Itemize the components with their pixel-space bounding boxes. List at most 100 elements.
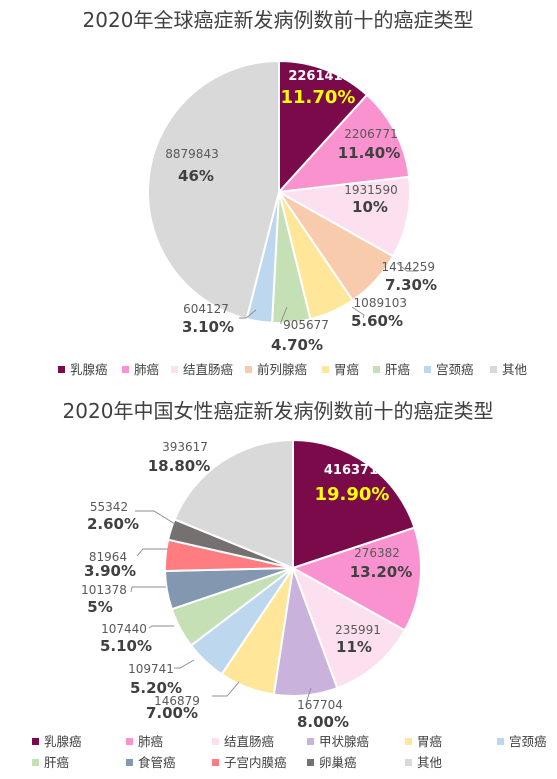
- legend-label: 宫颈癌: [436, 362, 474, 377]
- legend-swatch: [122, 366, 129, 373]
- legend-label: 胃癌: [334, 362, 359, 377]
- legend-swatch: [373, 366, 380, 373]
- leader-line: [212, 681, 240, 697]
- legend-swatch: [424, 366, 431, 373]
- legend-swatch: [171, 366, 178, 373]
- slice-percent-label: 3.10%: [182, 318, 234, 336]
- leader-line: [306, 687, 312, 703]
- legend-swatch: [212, 759, 219, 766]
- slice-value-label: 393617: [162, 440, 208, 454]
- leader-line: [396, 262, 418, 272]
- slice-value-label: 416371: [324, 463, 378, 478]
- legend-label: 甲状腺癌: [319, 734, 369, 749]
- legend-label: 肺癌: [134, 362, 159, 377]
- legend-swatch: [58, 366, 65, 373]
- slice-value-label: 109741: [128, 662, 174, 676]
- leader-line: [148, 625, 174, 629]
- chart-2-title: 2020年中国女性癌症新发病例数前十的癌症类型: [63, 399, 494, 423]
- slice-value-label: 81964: [89, 550, 127, 564]
- legend-swatch: [405, 738, 412, 745]
- slice-value-label: 107440: [101, 622, 147, 636]
- slice-value-label: 604127: [183, 302, 229, 316]
- legend-swatch: [405, 759, 412, 766]
- legend-swatch: [32, 759, 39, 766]
- legend-label: 肝癌: [385, 362, 410, 377]
- slice-percent-label: 11.70%: [281, 87, 356, 108]
- legend-label: 宫颈癌: [509, 734, 547, 749]
- chart-2-pie: 41637119.90%27638213.20%23599111%1677048…: [81, 438, 422, 731]
- leader-line: [130, 586, 166, 593]
- legend-label: 卵巢癌: [319, 755, 357, 770]
- legend-swatch: [490, 366, 497, 373]
- leader-line: [135, 510, 176, 525]
- pie-slice-3: [275, 175, 411, 258]
- slice-percent-label: 5.20%: [130, 679, 182, 697]
- slice-percent-label: 19.90%: [315, 484, 390, 505]
- slice-percent-label: 5%: [87, 598, 112, 616]
- slice-value-label: 8879843: [165, 147, 218, 161]
- pie-slice-8: [147, 59, 280, 321]
- legend-swatch: [212, 738, 219, 745]
- legend-swatch: [32, 738, 39, 745]
- legend-label: 肝癌: [44, 755, 69, 770]
- slice-percent-label: 7.00%: [146, 704, 198, 722]
- pie-slice-2: [276, 93, 411, 194]
- leader-line: [174, 659, 195, 669]
- legend-label: 结直肠癌: [183, 362, 233, 377]
- legend-label: 胃癌: [417, 734, 442, 749]
- slice-percent-label: 46%: [178, 167, 214, 185]
- slice-value-label: 1414259: [382, 260, 435, 274]
- chart-1-legend: 乳腺癌 肺癌 结直肠癌 前列腺癌 胃癌 肝癌 宫颈癌 其他: [58, 362, 528, 377]
- legend-swatch: [307, 738, 314, 745]
- legend-label: 肺癌: [138, 734, 163, 749]
- slice-percent-label: 13.20%: [350, 563, 412, 581]
- slice-value-label: 101378: [81, 583, 127, 597]
- slice-percent-label: 8.00%: [297, 713, 349, 731]
- pie-slice-1: [292, 438, 416, 570]
- slice-percent-label: 2.60%: [87, 515, 139, 533]
- slice-value-label: 905677: [283, 318, 329, 332]
- legend-swatch: [497, 738, 504, 745]
- pie-slice-11: [173, 438, 294, 570]
- slice-percent-label: 5.60%: [351, 312, 403, 330]
- legend-label: 食管癌: [138, 755, 176, 770]
- slice-percent-label: 10%: [352, 198, 388, 216]
- slice-percent-label: 11%: [336, 638, 372, 656]
- leader-line: [351, 306, 365, 319]
- slice-value-label: 276382: [354, 546, 400, 560]
- leader-line: [280, 306, 288, 324]
- legend-label: 结直肠癌: [224, 734, 274, 749]
- slice-value-label: 2206771: [344, 127, 397, 141]
- slice-value-label: 1089103: [354, 296, 407, 310]
- slice-percent-label: 4.70%: [271, 336, 323, 354]
- slice-value-label: 2261419: [288, 69, 351, 84]
- legend-label: 其他: [417, 755, 443, 770]
- slice-value-label: 1931590: [344, 183, 397, 197]
- slice-percent-label: 5.10%: [100, 637, 152, 655]
- slice-value-label: 167704: [297, 698, 343, 712]
- slice-percent-label: 11.40%: [338, 144, 400, 162]
- legend-swatch: [126, 738, 133, 745]
- chart-1-title: 2020年全球癌症新发病例数前十的癌症类型: [83, 8, 474, 32]
- slice-value-label: 55342: [90, 500, 128, 514]
- slice-percent-label: 3.90%: [84, 562, 136, 580]
- slice-value-label: 146879: [154, 694, 200, 708]
- pie-slice-1: [278, 59, 369, 195]
- slice-percent-label: 18.80%: [148, 457, 210, 475]
- pie-slice-3: [291, 565, 407, 690]
- slice-value-label: 235991: [335, 623, 381, 637]
- legend-label: 其他: [502, 362, 528, 377]
- legend-swatch: [307, 759, 314, 766]
- legend-label: 前列腺癌: [257, 362, 307, 377]
- leader-line: [239, 309, 257, 319]
- legend-swatch: [126, 759, 133, 766]
- legend-label: 子宫内膜癌: [224, 755, 287, 770]
- legend-swatch: [245, 366, 252, 373]
- leader-line: [136, 548, 168, 557]
- legend-label: 乳腺癌: [44, 734, 82, 749]
- pie-slice-2: [290, 526, 422, 632]
- legend-swatch: [322, 366, 329, 373]
